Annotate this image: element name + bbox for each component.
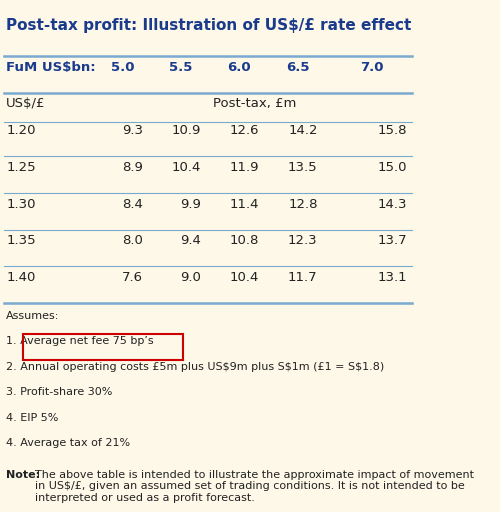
Text: 1.25: 1.25 xyxy=(6,161,36,174)
Text: 9.3: 9.3 xyxy=(122,124,143,137)
Text: 6.0: 6.0 xyxy=(228,60,251,74)
Text: FuM US$bn:: FuM US$bn: xyxy=(6,60,96,74)
Text: 4. Average tax of 21%: 4. Average tax of 21% xyxy=(6,438,130,448)
Text: 12.6: 12.6 xyxy=(230,124,260,137)
Text: Post-tax profit: Illustration of US$/£ rate effect: Post-tax profit: Illustration of US$/£ r… xyxy=(6,18,412,33)
Text: 2. Annual operating costs £5m plus US$9m plus S$1m (£1 = S$1.8): 2. Annual operating costs £5m plus US$9m… xyxy=(6,362,384,372)
Text: US$/£: US$/£ xyxy=(6,97,46,110)
Text: Note:: Note: xyxy=(6,470,40,480)
Bar xyxy=(23,334,183,360)
Text: The above table is intended to illustrate the approximate impact of movement
in : The above table is intended to illustrat… xyxy=(34,470,473,503)
Text: 1.35: 1.35 xyxy=(6,234,36,247)
Text: 9.4: 9.4 xyxy=(180,234,201,247)
Text: 11.7: 11.7 xyxy=(288,271,318,284)
Text: 8.9: 8.9 xyxy=(122,161,143,174)
Text: 5.5: 5.5 xyxy=(170,60,193,74)
Text: 6.5: 6.5 xyxy=(286,60,310,74)
Text: 7.6: 7.6 xyxy=(122,271,143,284)
Text: 13.1: 13.1 xyxy=(378,271,407,284)
Text: Post-tax, £m: Post-tax, £m xyxy=(214,97,296,110)
Text: 15.0: 15.0 xyxy=(378,161,407,174)
Text: 10.8: 10.8 xyxy=(230,234,260,247)
Text: 14.3: 14.3 xyxy=(378,198,407,211)
Text: 5.0: 5.0 xyxy=(111,60,134,74)
Text: 8.0: 8.0 xyxy=(122,234,143,247)
Text: 13.5: 13.5 xyxy=(288,161,318,174)
Text: 11.4: 11.4 xyxy=(230,198,260,211)
Text: 1.20: 1.20 xyxy=(6,124,36,137)
Text: 3. Profit-share 30%: 3. Profit-share 30% xyxy=(6,387,112,397)
Text: 14.2: 14.2 xyxy=(288,124,318,137)
Text: 11.9: 11.9 xyxy=(230,161,260,174)
Text: 1.40: 1.40 xyxy=(6,271,36,284)
Text: 9.9: 9.9 xyxy=(180,198,201,211)
Text: 10.4: 10.4 xyxy=(230,271,260,284)
Text: 1. Average net fee 75 bp’s: 1. Average net fee 75 bp’s xyxy=(6,336,154,346)
Text: 8.4: 8.4 xyxy=(122,198,143,211)
Text: 10.4: 10.4 xyxy=(172,161,201,174)
Text: 15.8: 15.8 xyxy=(378,124,407,137)
Text: 9.0: 9.0 xyxy=(180,271,201,284)
Text: 7.0: 7.0 xyxy=(360,60,384,74)
Text: 13.7: 13.7 xyxy=(378,234,407,247)
Text: 10.9: 10.9 xyxy=(172,124,201,137)
Text: 12.3: 12.3 xyxy=(288,234,318,247)
Text: 4. EIP 5%: 4. EIP 5% xyxy=(6,413,59,423)
Text: 12.8: 12.8 xyxy=(288,198,318,211)
Text: Assumes:: Assumes: xyxy=(6,311,60,321)
Text: 1.30: 1.30 xyxy=(6,198,36,211)
